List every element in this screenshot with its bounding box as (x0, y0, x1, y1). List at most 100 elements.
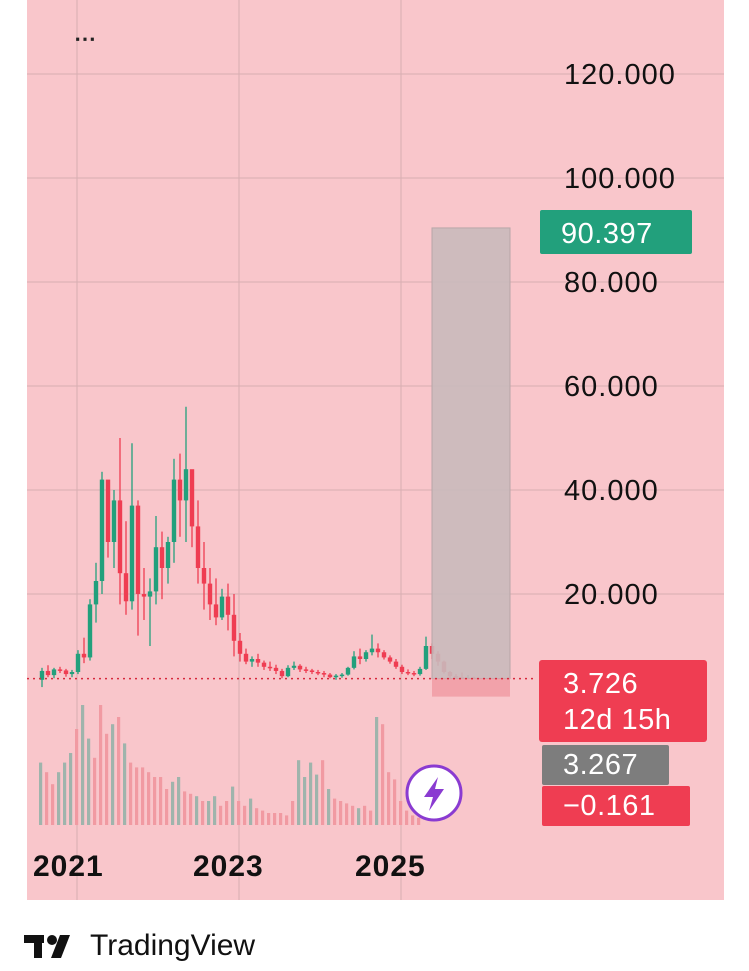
candle-body[interactable] (237, 640, 243, 654)
volume-bar (129, 762, 133, 825)
candle-body[interactable] (75, 653, 81, 672)
candle-body[interactable] (411, 673, 417, 675)
candle-body[interactable] (135, 505, 141, 594)
candle-body[interactable] (165, 542, 171, 568)
volume-bar (105, 733, 109, 825)
candle-body[interactable] (273, 667, 279, 671)
candle-body[interactable] (171, 479, 177, 542)
candle-body[interactable] (399, 666, 405, 672)
candle-body[interactable] (45, 670, 51, 676)
volume-bar (315, 774, 319, 825)
candle-body[interactable] (189, 469, 195, 527)
candle-body[interactable] (267, 666, 273, 669)
candle-body[interactable] (303, 669, 309, 671)
candle-body[interactable] (393, 661, 399, 667)
volume-bar (387, 772, 391, 825)
volume-bar (135, 767, 139, 825)
y-axis-tick-label: 80.000 (564, 267, 659, 299)
volume-bar (411, 815, 415, 825)
candle-body[interactable] (231, 614, 237, 641)
candle-body[interactable] (327, 674, 333, 678)
volume-bar (189, 793, 193, 825)
volume-bar (81, 705, 85, 825)
candle-body[interactable] (309, 670, 315, 672)
change-tag[interactable] (542, 786, 690, 826)
last-price-tag[interactable] (539, 660, 707, 742)
candle-body[interactable] (123, 573, 129, 602)
candle-body[interactable] (153, 547, 159, 592)
candle-body[interactable] (339, 674, 345, 677)
more-options-icon[interactable]: ⋯ (74, 26, 97, 51)
volume-bar (195, 796, 199, 825)
candle-body[interactable] (363, 652, 369, 659)
candle-body[interactable] (381, 652, 387, 658)
candle-body[interactable] (159, 547, 165, 568)
candle-body[interactable] (117, 500, 123, 574)
candle-body[interactable] (315, 672, 321, 674)
volume-bar (303, 777, 307, 825)
candle-body[interactable] (147, 591, 153, 597)
candlestick-chart[interactable]: 20.000 40.000 60.000 80.000 100.000 120.000 20… (27, 0, 724, 900)
candle-body[interactable] (357, 656, 363, 659)
candle-body[interactable] (99, 479, 105, 581)
volume-bar (213, 796, 217, 825)
candle-body[interactable] (129, 505, 135, 602)
candle-body[interactable] (255, 659, 261, 663)
candle-body[interactable] (111, 500, 117, 542)
candle-body[interactable] (213, 604, 219, 618)
candle-body[interactable] (81, 653, 87, 658)
volume-bar (231, 786, 235, 825)
candle-body[interactable] (333, 675, 339, 678)
projection-box[interactable] (431, 227, 511, 680)
volume-bar (141, 767, 145, 825)
footer: TradingView (24, 926, 255, 966)
candle-body[interactable] (141, 594, 147, 597)
candle-body[interactable] (243, 653, 249, 662)
candle-body[interactable] (351, 656, 357, 668)
candle-body[interactable] (93, 581, 99, 605)
candle-body[interactable] (423, 646, 429, 669)
candle-body[interactable] (279, 670, 285, 677)
brand-name: TradingView (90, 929, 256, 962)
volume-bar (267, 813, 271, 825)
volume-bar (57, 772, 61, 825)
candle-body[interactable] (387, 657, 393, 662)
candle-body[interactable] (87, 604, 93, 658)
candle-body[interactable] (369, 648, 375, 653)
target-price-tag[interactable] (540, 210, 692, 254)
candle-body[interactable] (201, 568, 207, 584)
secondary-price-tag[interactable] (542, 745, 669, 785)
candle-body[interactable] (51, 669, 57, 676)
last-price-tag-text: 3.726 (563, 668, 638, 700)
candle-body[interactable] (177, 479, 183, 501)
candle-body[interactable] (57, 669, 63, 671)
candle-body[interactable] (417, 668, 423, 675)
candle-body[interactable] (225, 596, 231, 615)
volume-bar (417, 817, 421, 825)
candle-body[interactable] (249, 659, 255, 662)
candle-body[interactable] (261, 662, 267, 667)
candle-body[interactable] (297, 665, 303, 670)
candle-body[interactable] (405, 672, 411, 674)
candle-body[interactable] (321, 673, 327, 675)
volume-bar (363, 805, 367, 825)
volume-bar (123, 743, 127, 825)
candle-body[interactable] (345, 667, 351, 675)
candle-body[interactable] (291, 665, 297, 668)
candle-body[interactable] (375, 648, 381, 653)
candle-body[interactable] (207, 583, 213, 605)
countdown-text: 12d 15h (563, 704, 671, 736)
candle-body[interactable] (285, 667, 291, 677)
volume-bar (393, 779, 397, 825)
candle-body[interactable] (219, 596, 225, 618)
secondary-price-tag-text: 3.267 (563, 749, 638, 781)
candle-body[interactable] (183, 469, 189, 501)
candle-body[interactable] (105, 479, 111, 542)
candle-body[interactable] (195, 526, 201, 568)
projection-box-loss-zone (432, 678, 510, 697)
volume-bar (255, 808, 259, 825)
x-axis-tick-label: 2021 (33, 850, 104, 883)
candle-body[interactable] (63, 670, 69, 675)
candle-body[interactable] (39, 670, 45, 680)
candle-body[interactable] (69, 672, 75, 675)
